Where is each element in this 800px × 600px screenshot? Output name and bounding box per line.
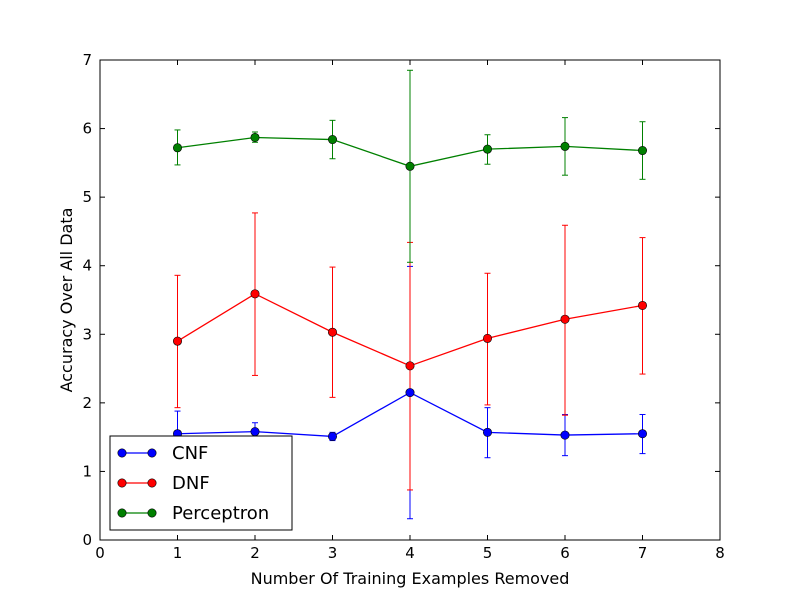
x-tick-label: 8 xyxy=(715,544,725,562)
y-tick-label: 7 xyxy=(82,51,92,69)
axis-ticks: 0 1 2 3 4 5 6 7 8 0 1 2 3 4 5 6 7 xyxy=(82,51,724,562)
dnf-point xyxy=(637,300,647,310)
x-tick-label: 1 xyxy=(173,544,183,562)
y-axis-label: Accuracy Over All Data xyxy=(57,208,76,393)
dnf-point xyxy=(173,336,183,346)
perceptron-point xyxy=(560,141,570,151)
perceptron-point xyxy=(405,161,415,171)
x-tick-label: 6 xyxy=(560,544,570,562)
cnf-point xyxy=(327,431,337,441)
dnf-point xyxy=(327,327,337,337)
y-tick-label: 1 xyxy=(82,462,92,480)
perceptron-point xyxy=(173,143,183,153)
cnf-point xyxy=(482,427,492,437)
x-tick-label: 2 xyxy=(250,544,260,562)
perceptron-point xyxy=(482,144,492,154)
y-tick-label: 4 xyxy=(82,257,92,275)
y-tick-label: 0 xyxy=(82,531,92,549)
dnf-point xyxy=(250,289,260,299)
legend-label-cnf: CNF xyxy=(172,443,208,464)
y-tick-label: 3 xyxy=(82,325,92,343)
x-axis-label: Number Of Training Examples Removed xyxy=(251,569,570,588)
legend-marker-cnf xyxy=(117,448,127,458)
y-tick-label: 6 xyxy=(82,120,92,138)
perceptron-point xyxy=(637,146,647,156)
legend-marker-cnf xyxy=(147,448,157,458)
cnf-point xyxy=(560,430,570,440)
legend-marker-perceptron xyxy=(117,508,127,518)
y-tick-label: 2 xyxy=(82,394,92,412)
x-tick-label: 0 xyxy=(95,544,105,562)
legend-label-dnf: DNF xyxy=(172,473,210,494)
cnf-point xyxy=(405,388,415,398)
y-tick-label: 5 xyxy=(82,188,92,206)
legend-marker-dnf xyxy=(117,478,127,488)
x-tick-label: 7 xyxy=(638,544,648,562)
cnf-point xyxy=(250,427,260,437)
legend-marker-perceptron xyxy=(147,508,157,518)
cnf-point xyxy=(637,429,647,439)
x-tick-label: 4 xyxy=(405,544,415,562)
dnf-point xyxy=(482,333,492,343)
legend-label-perceptron: Perceptron xyxy=(172,503,269,524)
perceptron-point xyxy=(250,132,260,142)
x-tick-label: 3 xyxy=(328,544,338,562)
x-tick-label: 5 xyxy=(483,544,493,562)
legend: CNF DNF Perceptron xyxy=(109,435,293,531)
dnf-point xyxy=(405,361,415,371)
dnf-point xyxy=(560,314,570,324)
legend-marker-dnf xyxy=(147,478,157,488)
perceptron-point xyxy=(327,135,337,145)
